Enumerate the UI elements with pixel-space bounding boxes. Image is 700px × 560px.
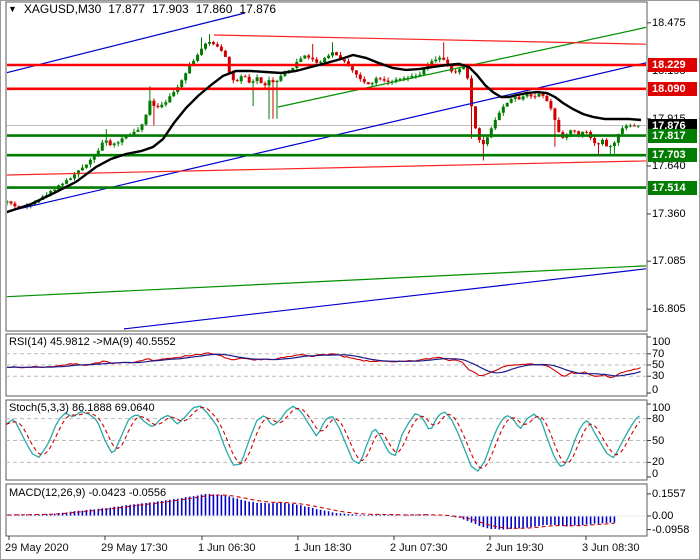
chart-title: ▼ XAGUSD,M30 17.877 17.903 17.860 17.876 — [8, 2, 283, 16]
time-axis-label: 1 Jun 18:30 — [294, 542, 352, 554]
stoch-indicator-label: Stoch(5,3,3) 86.1888 69.0640 — [9, 402, 155, 414]
rsi-axis-label: 30 — [652, 370, 665, 383]
price-axis-label: 16.805 — [652, 303, 686, 316]
stoch-axis-label: 50 — [652, 434, 665, 447]
macd-axis-label: 0.1557 — [652, 487, 686, 500]
price-level-badge: 17.817 — [648, 128, 697, 143]
macd-indicator-label: MACD(12,26,9) -0.0423 -0.0556 — [9, 487, 167, 499]
stoch-axis-label: 20 — [652, 456, 665, 469]
macd-axis-label: -0.0958 — [652, 523, 690, 536]
low-value: 17.860 — [195, 2, 233, 16]
rsi-axis-label: 50 — [652, 359, 665, 371]
stoch-axis-label: 0 — [652, 468, 659, 480]
price-axis-label: 17.085 — [652, 255, 686, 268]
time-axis-label: 1 Jun 06:30 — [198, 542, 256, 554]
open-value: 17.877 — [108, 2, 145, 16]
time-axis-label: 2 Jun 07:30 — [390, 542, 448, 554]
price-level-badge: 17.514 — [648, 180, 697, 195]
rsi-axis-label: 70 — [652, 347, 665, 360]
symbol-period-label: XAGUSD,M30 — [23, 2, 102, 16]
price-axis-label: 17.360 — [652, 208, 686, 221]
high-value: 17.903 — [151, 2, 189, 16]
price-axis-label: 18.475 — [652, 16, 686, 29]
rsi-indicator-label: RSI(14) 45.9812 ->MA(9) 40.5552 — [9, 336, 176, 348]
stoch-axis-label: 80 — [652, 412, 665, 425]
time-axis-label: 2 Jun 19:30 — [486, 542, 544, 554]
time-axis-label: 3 Jun 08:30 — [582, 542, 640, 554]
price-level-badge: 18.090 — [648, 81, 697, 96]
rsi-axis-label: 100 — [652, 336, 671, 348]
price-level-badge: 17.703 — [648, 148, 697, 163]
price-level-badge: 18.229 — [648, 57, 697, 72]
macd-axis-label: 0.00 — [652, 510, 674, 522]
symbol-dropdown-icon[interactable]: ▼ — [8, 4, 17, 14]
stoch-axis-label: 100 — [652, 402, 671, 414]
price-axis-label: 17.640 — [652, 159, 686, 172]
close-value: 17.876 — [239, 2, 277, 16]
time-axis-label: 29 May 17:30 — [101, 542, 168, 554]
time-axis-label: 29 May 2020 — [5, 542, 69, 554]
rsi-axis-label: 0 — [652, 384, 659, 396]
